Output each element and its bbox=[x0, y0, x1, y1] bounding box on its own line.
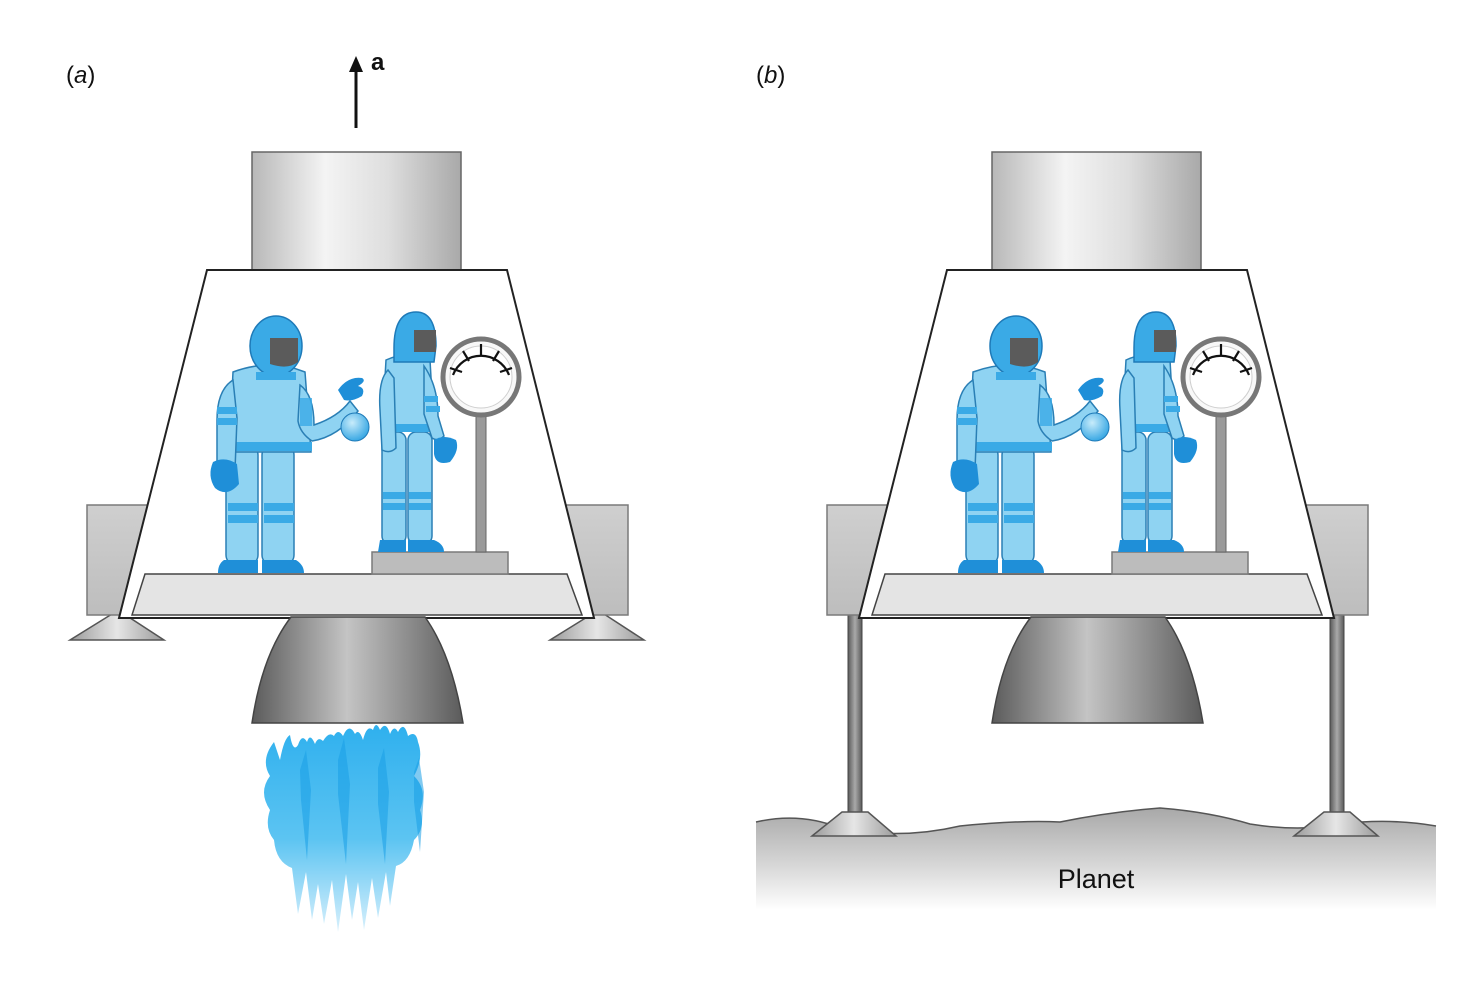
acceleration-arrow bbox=[349, 56, 363, 128]
acceleration-vector-label: a bbox=[371, 49, 385, 76]
panel-a-label: (a) bbox=[66, 62, 95, 89]
landing-leg-left bbox=[848, 615, 862, 815]
panel-b-label: (b) bbox=[756, 62, 785, 89]
panel-a: (a) a bbox=[66, 49, 644, 932]
ball-b bbox=[1081, 413, 1109, 441]
exhaust-flame bbox=[264, 725, 424, 932]
landing-leg-right bbox=[1330, 615, 1344, 815]
panel-b: (b) Planet bbox=[756, 62, 1436, 910]
ball-a bbox=[341, 413, 369, 441]
planet-label: Planet bbox=[1058, 864, 1135, 894]
